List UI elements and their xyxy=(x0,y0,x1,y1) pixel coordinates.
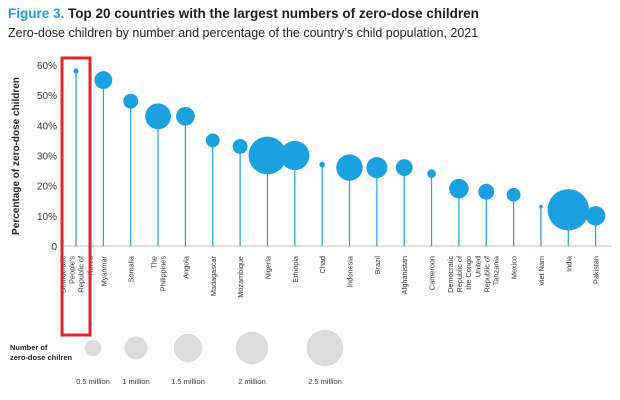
x-tick-label: Myanmar xyxy=(99,255,108,286)
x-tick-label: Nigeria xyxy=(263,255,272,279)
data-point xyxy=(94,71,113,89)
size-legend-label: 2 million xyxy=(238,377,266,386)
x-tick-label: Ethiopia xyxy=(291,255,300,282)
size-legend-bubble xyxy=(124,336,148,360)
size-legend-label: 1 million xyxy=(122,377,150,386)
figure-title-text: Top 20 countries with the largest number… xyxy=(68,6,479,21)
x-tick-label: Afghanistan xyxy=(400,256,409,295)
data-point xyxy=(366,157,388,179)
x-tick-label: Viet Nam xyxy=(537,256,546,286)
x-tick-label: DemocraticRepublic ofthe Congo xyxy=(446,255,473,293)
x-tick-label: Mexico xyxy=(510,256,519,279)
x-tick-label: Chad xyxy=(318,256,327,273)
size-legend-label: 1.5 million xyxy=(171,377,205,386)
figure-number: Figure 3. xyxy=(8,6,65,21)
data-point xyxy=(205,133,220,148)
data-point xyxy=(478,183,495,200)
data-point xyxy=(449,178,469,199)
data-point xyxy=(319,161,325,168)
x-tick-label: Angola xyxy=(181,255,190,279)
data-point xyxy=(395,159,413,177)
data-point xyxy=(336,154,363,181)
y-tick-label: 60% xyxy=(37,61,57,72)
size-legend-label: 0.5 million xyxy=(76,377,110,386)
y-tick-label: 10% xyxy=(37,212,57,223)
size-legend-bubble xyxy=(173,333,203,363)
data-point xyxy=(280,140,310,171)
data-point xyxy=(73,68,79,74)
y-tick-label: 20% xyxy=(37,182,57,193)
data-point xyxy=(145,103,171,130)
data-point xyxy=(506,187,521,202)
x-tick-label: Brazil xyxy=(373,256,382,275)
y-tick-label: 0 xyxy=(51,242,57,253)
data-point xyxy=(585,206,606,226)
figure-subtitle: Zero-dose children by number and percent… xyxy=(8,26,479,40)
data-point xyxy=(539,205,543,209)
size-legend-bubble xyxy=(306,329,344,367)
data-point xyxy=(547,189,590,231)
x-tick-label: India xyxy=(564,255,573,272)
x-tick-label: ThePhilippines xyxy=(150,256,168,292)
highlight-box xyxy=(60,56,92,337)
y-axis-title: Percentage of zero-dose children xyxy=(11,77,22,235)
x-tick-label: Indonesia xyxy=(346,255,355,288)
data-point xyxy=(427,169,436,178)
size-legend-bubble xyxy=(84,339,102,357)
x-tick-label: Pakistan xyxy=(592,256,601,284)
data-point xyxy=(232,138,248,154)
y-tick-label: 50% xyxy=(37,91,57,102)
y-tick-label: 30% xyxy=(37,152,57,163)
size-legend-title: zero-dose chilren xyxy=(10,353,73,362)
x-tick-label: Somalia xyxy=(127,255,136,282)
x-tick-label: Mozambique xyxy=(236,256,245,298)
x-tick-label: Cameroon xyxy=(428,256,437,290)
data-point xyxy=(248,136,287,175)
size-legend-title: Number of xyxy=(10,343,48,352)
figure-title: Figure 3. Top 20 countries with the larg… xyxy=(8,6,479,21)
x-tick-label: Madagascar xyxy=(209,255,218,296)
data-point xyxy=(123,93,139,109)
size-legend-label: 2.5 million xyxy=(308,377,342,386)
y-tick-label: 40% xyxy=(37,121,57,132)
data-point xyxy=(176,106,195,126)
size-legend-bubble xyxy=(235,331,269,365)
x-tick-label: UnitedRepublic ofTanzania xyxy=(473,255,500,292)
